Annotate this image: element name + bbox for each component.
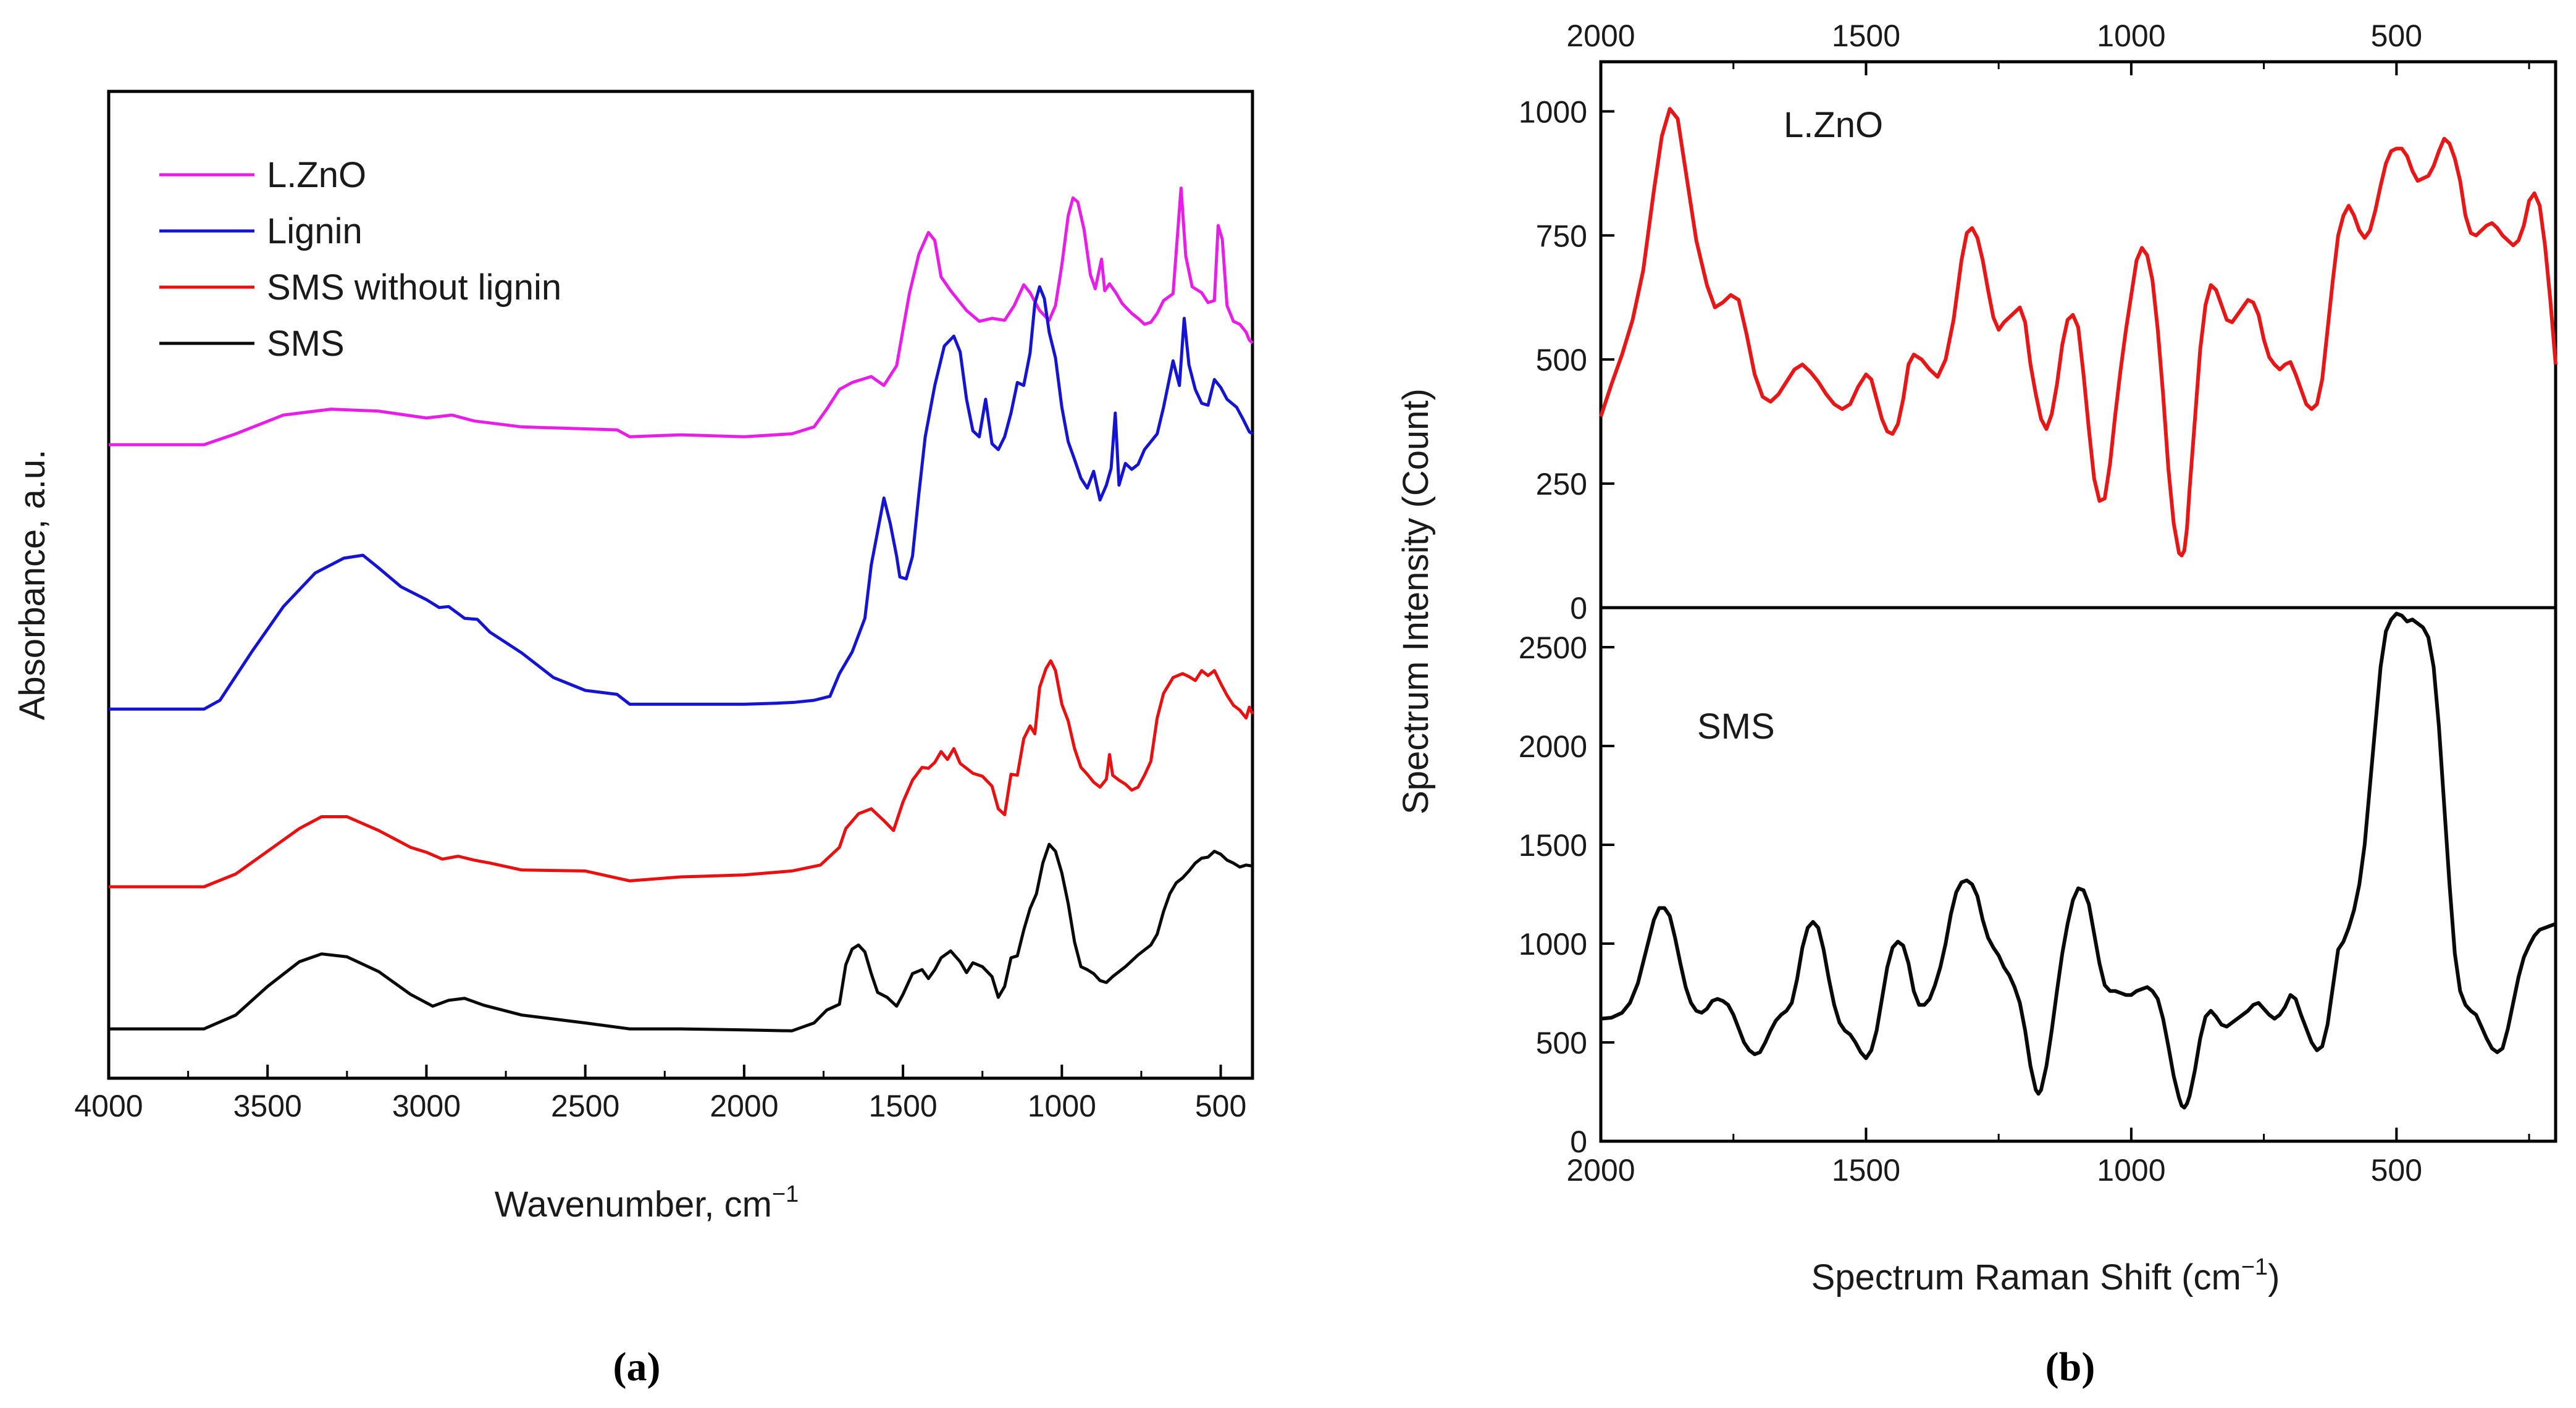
ftir-x-axis-label: Wavenumber, cm−1 bbox=[495, 1181, 799, 1225]
ftir-x-tick-label: 1500 bbox=[868, 1089, 937, 1123]
ftir-legend-label: L.ZnO bbox=[267, 155, 366, 195]
raman-sms-y-tick-label: 2500 bbox=[1519, 631, 1587, 665]
raman-sms-y-tick-label: 1500 bbox=[1519, 828, 1587, 863]
raman-bottom-x-tick-label: 1500 bbox=[1832, 1153, 1900, 1188]
ftir-y-axis-label: Absorbance, a.u. bbox=[12, 450, 52, 721]
panel-b-caption: (b) bbox=[2045, 1344, 2096, 1389]
raman-lzno-y-tick-label: 1000 bbox=[1519, 94, 1587, 129]
ftir-legend-label: Lignin bbox=[267, 211, 363, 251]
ftir-x-tick-label: 2500 bbox=[551, 1089, 619, 1123]
ftir-series-line bbox=[109, 285, 1254, 711]
raman-bottom-x-axis: 2000 1500 1000 500 bbox=[1566, 1128, 2530, 1188]
ftir-x-tick-label: 500 bbox=[1195, 1089, 1246, 1123]
raman-sms-series-line bbox=[1600, 611, 2557, 1110]
raman-lzno-y-tick-label: 750 bbox=[1536, 219, 1587, 253]
raman-top-x-tick-label: 1500 bbox=[1832, 19, 1900, 53]
ftir-series-line bbox=[109, 186, 1254, 446]
raman-lzno-y-tick-label: 500 bbox=[1536, 343, 1587, 377]
raman-sms-y-tick-label: 1000 bbox=[1519, 927, 1587, 962]
raman-y-axis-label: Spectrum Intensity (Count) bbox=[1396, 388, 1436, 815]
raman-sms-y-tick-label: 2000 bbox=[1519, 729, 1587, 764]
raman-series-group bbox=[1599, 107, 2557, 1110]
raman-sms-y-axis: 0 500 1000 1500 2000 2500 bbox=[1519, 631, 1614, 1159]
ftir-series-line bbox=[109, 842, 1253, 1033]
raman-lzno-label: L.ZnO bbox=[1784, 105, 1883, 145]
raman-bottom-x-tick-label: 500 bbox=[2371, 1153, 2422, 1188]
ftir-series-line bbox=[109, 659, 1254, 889]
raman-bottom-x-tick-label: 2000 bbox=[1566, 1153, 1635, 1188]
ftir-chart: 4000 3500 3000 2500 2000 1500 1000 500 L.ZnO Lig… bbox=[12, 90, 1254, 1389]
ftir-x-tick-label: 4000 bbox=[74, 1089, 143, 1123]
ftir-legend-label: SMS without lignin bbox=[267, 267, 561, 308]
ftir-x-tick-label: 3000 bbox=[392, 1089, 461, 1123]
raman-lzno-y-axis: 0 250 500 750 1000 bbox=[1519, 94, 1614, 626]
raman-top-x-tick-label: 2000 bbox=[1566, 19, 1635, 53]
raman-sms-y-tick-label: 0 bbox=[1570, 1125, 1587, 1159]
raman-bottom-x-tick-label: 1000 bbox=[2097, 1153, 2165, 1188]
raman-sms-y-tick-label: 500 bbox=[1536, 1026, 1587, 1060]
raman-lzno-y-tick-label: 250 bbox=[1536, 467, 1587, 501]
ftir-legend: L.ZnO Lignin SMS without lignin SMS bbox=[159, 155, 561, 364]
raman-top-x-tick-label: 1000 bbox=[2097, 19, 2165, 53]
raman-x-axis-label: Spectrum Raman Shift (cm−1) bbox=[1811, 1254, 2280, 1297]
ftir-x-axis: 4000 3500 3000 2500 2000 1500 1000 500 bbox=[74, 1065, 1246, 1123]
raman-top-x-tick-label: 500 bbox=[2371, 19, 2422, 53]
ftir-x-tick-label: 3500 bbox=[233, 1089, 302, 1123]
ftir-x-tick-label: 2000 bbox=[710, 1089, 778, 1123]
raman-sms-label: SMS bbox=[1697, 706, 1775, 747]
raman-top-x-axis: 2000 1500 1000 500 bbox=[1566, 19, 2530, 75]
panel-a-caption: (a) bbox=[613, 1344, 661, 1389]
ftir-plot-frame bbox=[107, 90, 1254, 1080]
ftir-legend-label: SMS bbox=[267, 324, 345, 364]
raman-bottom-frame bbox=[1599, 606, 2557, 1143]
raman-lzno-y-tick-label: 0 bbox=[1570, 591, 1587, 626]
raman-chart: 2000 1500 1000 500 2000 1500 1000 500 0 250 500 7… bbox=[1396, 19, 2557, 1389]
ftir-x-tick-label: 1000 bbox=[1028, 1089, 1096, 1123]
ftir-series-group bbox=[109, 186, 1254, 1033]
raman-lzno-series-line bbox=[1599, 107, 2557, 558]
